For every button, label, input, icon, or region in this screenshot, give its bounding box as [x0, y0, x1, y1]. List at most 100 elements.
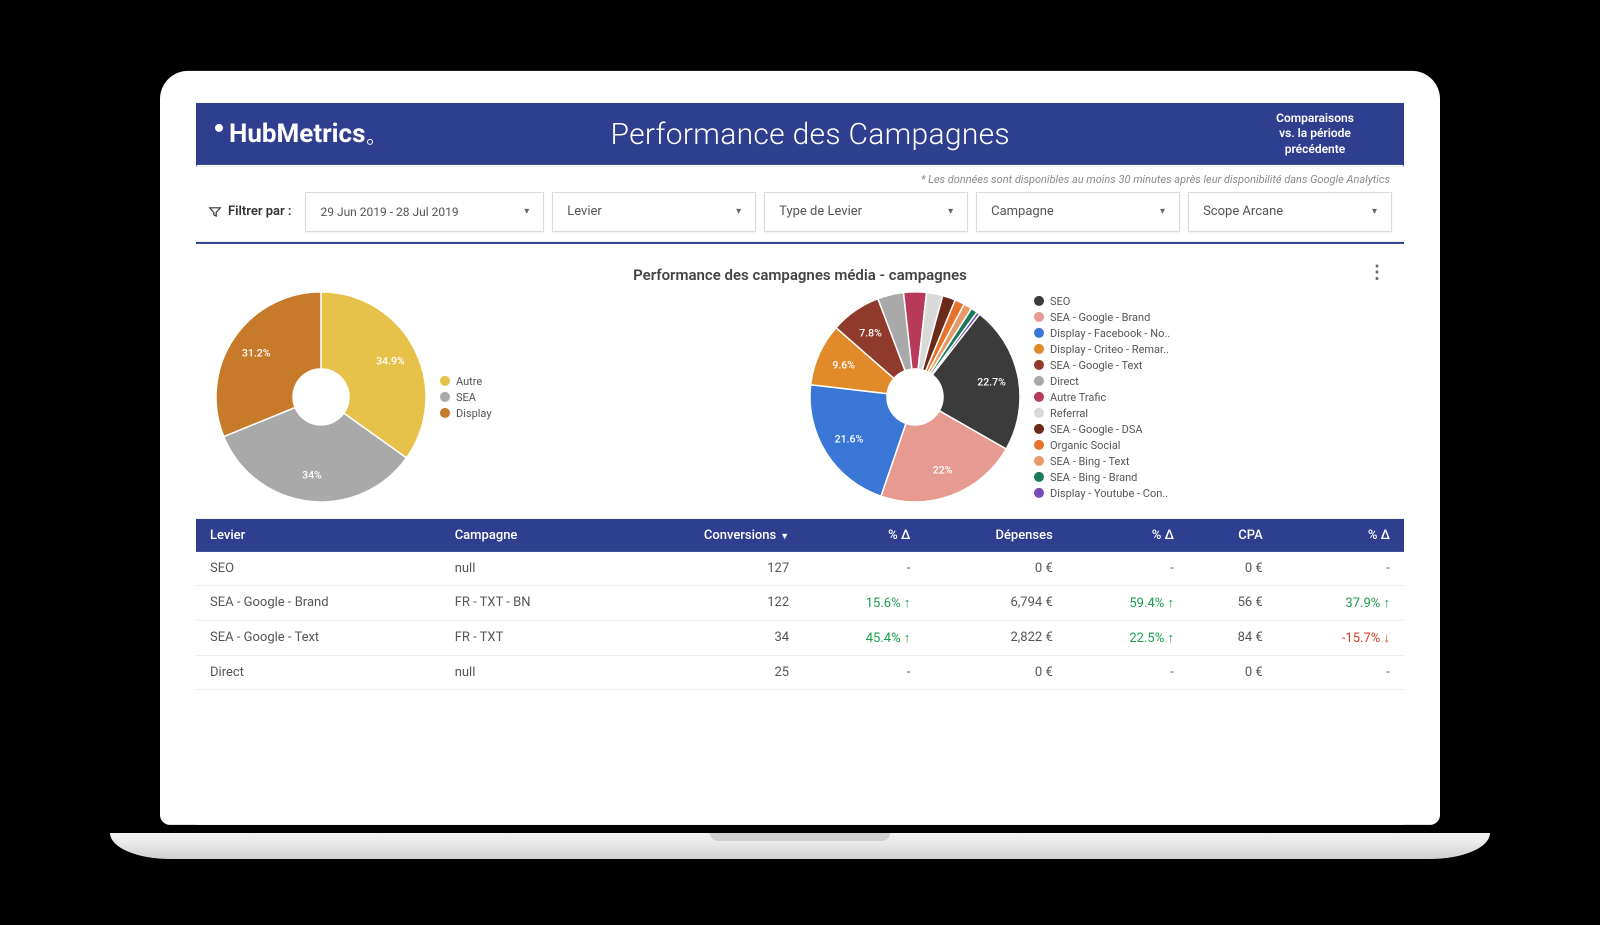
legend-label: Display — [456, 406, 492, 419]
cell-depenses: 0 € — [924, 655, 1066, 689]
table-col-header[interactable]: % Δ — [803, 518, 924, 551]
cell-conv-delta: - — [803, 655, 924, 689]
cell-conv-delta: 15.6% ↑ — [803, 585, 924, 620]
chevron-down-icon: ▾ — [948, 206, 953, 217]
table-col-header[interactable]: CPA — [1188, 518, 1277, 551]
table-row[interactable]: SEOnull127-0 €-0 €- — [196, 551, 1404, 585]
legend-item[interactable]: SEA - Google - DSA — [1034, 422, 1170, 435]
legend-item[interactable]: Display - Criteo - Remar.. — [1034, 342, 1170, 355]
legend-item[interactable]: Autre — [440, 374, 492, 387]
legend-swatch-icon — [440, 376, 450, 386]
arrow-up-icon: ↑ — [1167, 630, 1174, 645]
filter-select-campagne[interactable]: Campagne▾ — [976, 191, 1180, 231]
cell-levier: SEA - Google - Text — [196, 620, 441, 655]
campaign-table: LevierCampagneConversions▼% ΔDépenses% Δ… — [196, 518, 1404, 689]
cell-cpa: 56 € — [1188, 585, 1277, 620]
dashboard-screen: HubMetrics Performance des Campagnes Com… — [196, 102, 1404, 824]
legend-item[interactable]: Autre Trafic — [1034, 390, 1170, 403]
legend-left: Autre SEA Display — [440, 371, 492, 422]
legend-label: SEA - Google - Brand — [1050, 310, 1150, 323]
filter-select-label: Scope Arcane — [1203, 204, 1283, 219]
filter-select-label: Type de Levier — [779, 204, 862, 219]
filter-select-scope-arcane[interactable]: Scope Arcane▾ — [1188, 191, 1392, 231]
legend-item[interactable]: SEA - Google - Text — [1034, 358, 1170, 371]
arrow-up-icon: ↑ — [1167, 595, 1174, 610]
legend-item[interactable]: SEA — [440, 390, 492, 403]
legend-swatch-icon — [1034, 440, 1044, 450]
date-range-picker[interactable]: 29 Jun 2019 - 28 Jul 2019 ▾ — [305, 191, 544, 231]
legend-item[interactable]: Referral — [1034, 406, 1170, 419]
legend-swatch-icon — [1034, 424, 1044, 434]
donut-right-block: 22.7%22%21.6%9.6%7.8% SEOSEA - Google - … — [810, 291, 1384, 502]
cell-conversions: 34 — [614, 620, 803, 655]
legend-swatch-icon — [1034, 344, 1044, 354]
legend-swatch-icon — [1034, 456, 1044, 466]
table-row[interactable]: SEA - Google - BrandFR - TXT - BN12215.6… — [196, 585, 1404, 620]
cell-conversions: 127 — [614, 551, 803, 585]
legend-item[interactable]: Display — [440, 406, 492, 419]
filter-label: Filtrer par : — [208, 204, 291, 219]
table-col-header[interactable]: Campagne — [441, 518, 614, 551]
legend-swatch-icon — [1034, 408, 1044, 418]
page-title: Performance des Campagnes — [375, 116, 1245, 151]
legend-item[interactable]: Organic Social — [1034, 438, 1170, 451]
cell-conv-delta: - — [803, 551, 924, 585]
table-header: LevierCampagneConversions▼% ΔDépenses% Δ… — [196, 518, 1404, 551]
cell-levier: SEO — [196, 551, 441, 585]
more-options-icon[interactable]: ⋮ — [1368, 265, 1386, 279]
legend-label: Autre — [456, 374, 482, 387]
donut-chart-left: 34.9%34%31.2% — [216, 292, 426, 502]
legend-item[interactable]: SEA - Google - Brand — [1034, 310, 1170, 323]
table-row[interactable]: Directnull25-0 €-0 €- — [196, 655, 1404, 689]
legend-item[interactable]: Display - Youtube - Con.. — [1034, 486, 1170, 499]
table-col-header[interactable]: Dépenses — [924, 518, 1066, 551]
chevron-down-icon: ▾ — [524, 206, 529, 217]
filter-icon — [208, 204, 222, 218]
arrow-up-icon: ↑ — [904, 630, 911, 645]
cell-conversions: 25 — [614, 655, 803, 689]
legend-swatch-icon — [1034, 472, 1044, 482]
comparison-caption: Comparaisons vs. la période précédente — [1245, 111, 1385, 158]
legend-item[interactable]: Display - Facebook - No.. — [1034, 326, 1170, 339]
table-col-header[interactable]: Conversions▼ — [614, 518, 803, 551]
cell-depenses: 0 € — [924, 551, 1066, 585]
legend-label: Display - Criteo - Remar.. — [1050, 342, 1169, 355]
legend-item[interactable]: SEO — [1034, 294, 1170, 307]
legend-swatch-icon — [1034, 312, 1044, 322]
slice-label: 22.7% — [977, 375, 1006, 388]
cell-cpa: 0 € — [1188, 551, 1277, 585]
table-row[interactable]: SEA - Google - TextFR - TXT3445.4% ↑2,82… — [196, 620, 1404, 655]
chevron-down-icon: ▾ — [1160, 206, 1165, 217]
table-col-header[interactable]: Levier — [196, 518, 441, 551]
cell-dep-delta: 22.5% ↑ — [1067, 620, 1188, 655]
cell-campagne: FR - TXT - BN — [441, 585, 614, 620]
filter-select-type-de-levier[interactable]: Type de Levier ▾ — [764, 191, 968, 231]
arrow-up-icon: ↑ — [1384, 595, 1391, 610]
legend-label: Autre Trafic — [1050, 390, 1106, 403]
legend-swatch-icon — [1034, 328, 1044, 338]
table-col-header[interactable]: % Δ — [1067, 518, 1188, 551]
table-col-header[interactable]: % Δ — [1277, 518, 1404, 551]
cell-conversions: 122 — [614, 585, 803, 620]
legend-swatch-icon — [1034, 392, 1044, 402]
arrow-down-icon: ↓ — [1384, 630, 1391, 645]
legend-right: SEO SEA - Google - Brand Display - Faceboo… — [1034, 291, 1170, 502]
cell-depenses: 2,822 € — [924, 620, 1066, 655]
legend-label: Referral — [1050, 406, 1088, 419]
chevron-down-icon: ▾ — [736, 206, 741, 217]
legend-label: SEA - Bing - Brand — [1050, 470, 1137, 483]
slice-label: 22% — [933, 463, 953, 476]
legend-item[interactable]: Direct — [1034, 374, 1170, 387]
filter-select-label: Levier — [567, 204, 602, 219]
legend-item[interactable]: SEA - Bing - Brand — [1034, 470, 1170, 483]
compare-line-3: précédente — [1245, 142, 1385, 158]
legend-item[interactable]: SEA - Bing - Text — [1034, 454, 1170, 467]
cell-dep-delta: 59.4% ↑ — [1067, 585, 1188, 620]
cell-dep-delta: - — [1067, 655, 1188, 689]
filter-select-levier[interactable]: Levier ▾ — [552, 191, 756, 231]
legend-swatch-icon — [1034, 488, 1044, 498]
cell-conv-delta: 45.4% ↑ — [803, 620, 924, 655]
filter-bar: Filtrer par : 29 Jun 2019 - 28 Jul 2019 … — [196, 185, 1404, 243]
donut-chart-right: 22.7%22%21.6%9.6%7.8% — [810, 292, 1020, 502]
donut-left-block: 34.9%34%31.2% Autre SEA Display — [216, 292, 790, 502]
